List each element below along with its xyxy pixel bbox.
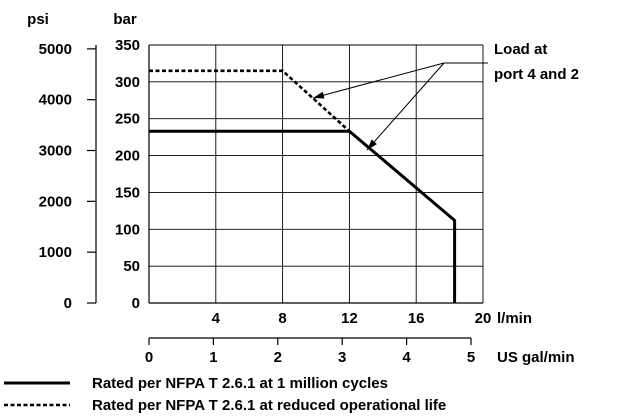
- gal-tick-label: 2: [274, 349, 282, 366]
- psi-tick-label: 3000: [39, 143, 72, 160]
- lmin-unit-label: l/min: [497, 310, 532, 327]
- annotation-arrow-dashed: [312, 62, 445, 99]
- legend: Rated per NFPA T 2.6.1 at 1 million cycl…: [4, 375, 446, 414]
- lmin-tick-label: 4: [212, 310, 221, 327]
- annotation-arrow-solid: [366, 62, 445, 151]
- lmin-tick-label: 20: [475, 310, 492, 327]
- gal-unit-label: US gal/min: [497, 349, 575, 366]
- grid: [149, 44, 484, 303]
- bar-tick-label: 0: [132, 295, 140, 312]
- bar-axis: bar 0 50 100 150 200 250 300 350: [113, 11, 140, 312]
- lmin-tick-label: 12: [341, 310, 358, 327]
- legend-label: Rated per NFPA T 2.6.1 at 1 million cycl…: [92, 375, 388, 392]
- bar-tick-label: 100: [115, 221, 140, 238]
- lmin-axis: 4 8 12 16 20 l/min: [212, 310, 532, 327]
- gal-tick-label: 0: [145, 349, 153, 366]
- psi-tick-label: 1000: [39, 244, 72, 261]
- annotation-arrow-solid-head: [367, 139, 377, 150]
- bar-tick-label: 200: [115, 148, 140, 165]
- bar-tick-label: 50: [123, 258, 140, 275]
- bar-tick-label: 250: [115, 111, 140, 128]
- lmin-tick-label: 8: [278, 310, 286, 327]
- gal-tick-label: 3: [338, 349, 346, 366]
- bar-tick-label: 300: [115, 74, 140, 91]
- bar-tick-label: 350: [115, 37, 140, 54]
- bar-tick-label: 150: [115, 184, 140, 201]
- psi-tick-label: 4000: [39, 92, 72, 109]
- series-line-1m-cycles: [149, 129, 457, 303]
- gal-axis: 0 1 2 3 4 5 US gal/min: [145, 337, 575, 366]
- annotation: Load at port 4 and 2: [312, 41, 579, 151]
- series-lines: [149, 69, 457, 303]
- psi-axis: psi 0 1000 2000 3000 4000 5000: [27, 11, 97, 312]
- series-line-reduced-life: [149, 69, 351, 133]
- axes: [148, 44, 483, 304]
- psi-tick-label: 5000: [39, 41, 72, 58]
- psi-tick-label: 2000: [39, 193, 72, 210]
- psi-unit-label: psi: [27, 11, 49, 28]
- legend-label: Rated per NFPA T 2.6.1 at reduced operat…: [92, 397, 446, 414]
- lmin-tick-label: 16: [408, 310, 425, 327]
- psi-tick-label: 0: [64, 295, 72, 312]
- annotation-text-line2: port 4 and 2: [494, 66, 579, 83]
- gal-tick-label: 1: [209, 349, 217, 366]
- gal-tick-label: 5: [467, 349, 475, 366]
- annotation-arrow-dashed-head: [313, 91, 325, 99]
- annotation-text-line1: Load at: [494, 41, 547, 58]
- gal-tick-label: 4: [402, 349, 411, 366]
- bar-unit-label: bar: [113, 11, 137, 28]
